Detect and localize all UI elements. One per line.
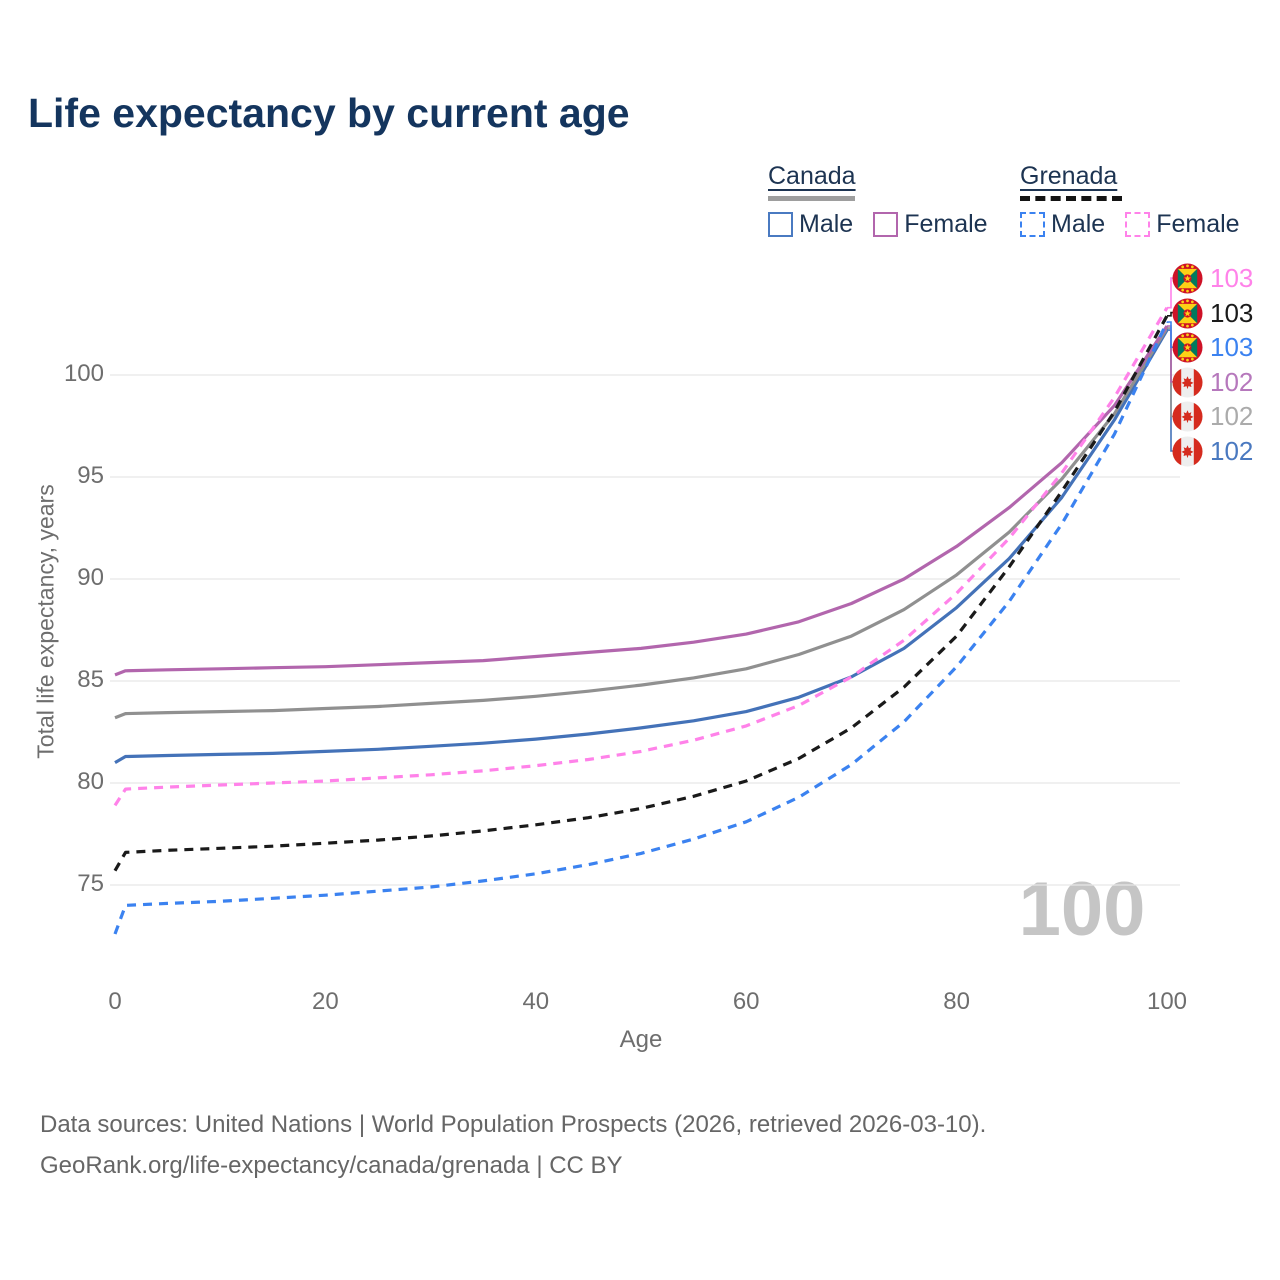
series-line-canada-both-sexes[interactable] [114, 327, 1169, 720]
footer: Data sources: United Nations | World Pop… [40, 1104, 986, 1186]
y-tick-label: 95 [77, 462, 104, 489]
page-title: Life expectancy by current age [28, 90, 630, 136]
attribution-line[interactable]: GeoRank.org/life-expectancy/canada/grena… [40, 1152, 623, 1179]
end-label-grenada-male[interactable]: 103 [1172, 331, 1253, 363]
end-label-grenada-female[interactable]: 103 [1172, 262, 1253, 294]
legend-grenada-heading[interactable]: Grenada [1020, 162, 1118, 190]
y-tick-label: 85 [77, 666, 104, 693]
x-tick-label: 0 [108, 988, 122, 1015]
end-value: 103 [1210, 331, 1254, 362]
x-tick-label: 80 [943, 988, 970, 1015]
y-tick-label: 80 [77, 768, 104, 795]
data-sources-line: Data sources: United Nations | World Pop… [40, 1111, 987, 1138]
end-label-canada-male[interactable]: 102 [1172, 435, 1253, 467]
canada-flag-icon [1172, 400, 1203, 432]
canada-female-checkbox[interactable] [873, 212, 899, 237]
canada-male-checkbox[interactable] [768, 212, 793, 237]
x-tick-label: 100 [1146, 988, 1188, 1015]
grenada-male-label[interactable]: Male [1051, 210, 1106, 238]
grenada-flag-icon [1172, 297, 1203, 329]
end-label-grenada-both[interactable]: 103 [1172, 297, 1253, 329]
grenada-female-label[interactable]: Female [1156, 210, 1240, 238]
x-tick-label: 60 [732, 988, 760, 1015]
legend-group-canada: Canada Male Female [768, 162, 1008, 239]
canada-flag-icon [1172, 435, 1203, 467]
y-tick-label: 100 [63, 360, 104, 387]
series-line-grenada-female[interactable] [113, 306, 1169, 807]
end-value: 103 [1210, 297, 1254, 328]
canada-male-label[interactable]: Male [799, 210, 854, 238]
end-label-canada-female[interactable]: 102 [1172, 366, 1253, 398]
age-watermark: 100 [1018, 867, 1146, 952]
x-axis-title: Age [619, 1026, 663, 1053]
grenada-female-checkbox[interactable] [1125, 212, 1151, 237]
grenada-male-checkbox[interactable] [1020, 212, 1045, 237]
end-value: 103 [1210, 262, 1254, 293]
end-label-canada-both[interactable]: 102 [1172, 400, 1253, 432]
grenada-flag-icon [1172, 262, 1203, 294]
x-tick-label: 20 [312, 988, 339, 1015]
grenada-line-style-swatch [1020, 196, 1122, 201]
canada-line-style-swatch [768, 196, 855, 201]
y-tick-label: 75 [77, 870, 104, 897]
end-value: 102 [1210, 435, 1254, 466]
series-line-grenada-male[interactable] [113, 321, 1169, 935]
grenada-flag-icon [1172, 331, 1203, 363]
x-tick-label: 40 [522, 988, 550, 1015]
series-line-canada-male[interactable] [114, 329, 1169, 764]
legend-canada-heading[interactable]: Canada [768, 162, 856, 190]
series-line-grenada-both-sexes[interactable] [113, 315, 1169, 872]
y-tick-label: 90 [77, 564, 104, 591]
series-line-canada-female[interactable] [114, 325, 1169, 677]
canada-flag-icon [1172, 366, 1203, 398]
legend-group-grenada: Grenada Male Female [1020, 162, 1260, 239]
end-value: 102 [1210, 366, 1254, 397]
canada-female-label[interactable]: Female [904, 210, 988, 238]
end-value: 102 [1210, 400, 1254, 431]
